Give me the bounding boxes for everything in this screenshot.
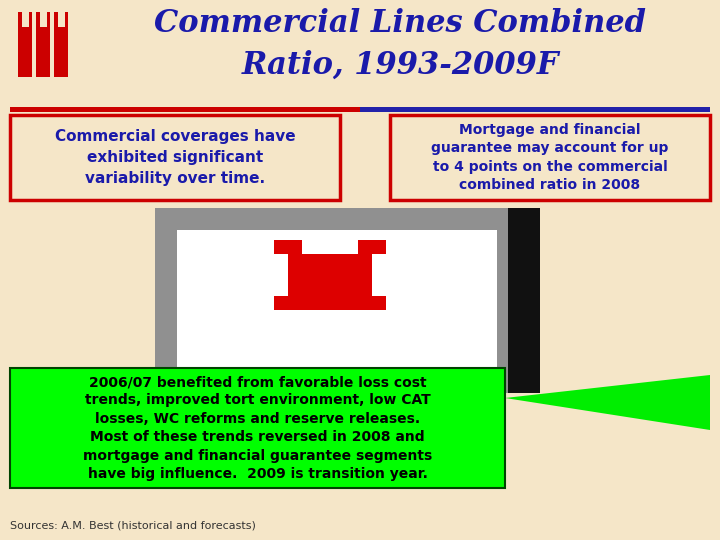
Bar — [360, 107, 710, 112]
Bar — [54, 12, 68, 77]
Bar — [302, 296, 358, 310]
Bar — [358, 296, 386, 310]
Bar — [288, 254, 302, 268]
Bar — [302, 282, 316, 296]
Text: Commercial coverages have
exhibited significant
variability over time.: Commercial coverages have exhibited sign… — [55, 129, 295, 186]
Bar — [316, 254, 344, 268]
Bar — [302, 254, 316, 268]
Bar — [18, 12, 32, 77]
Bar — [358, 282, 372, 296]
Bar — [10, 107, 360, 112]
Text: Sources: A.M. Best (historical and forecasts): Sources: A.M. Best (historical and forec… — [10, 520, 256, 530]
Bar — [344, 254, 358, 268]
Bar — [358, 240, 386, 254]
Bar — [58, 12, 65, 27]
Text: Commercial Lines Combined: Commercial Lines Combined — [154, 8, 646, 39]
FancyBboxPatch shape — [390, 115, 710, 200]
Text: Ratio, 1993-2009F: Ratio, 1993-2009F — [241, 50, 559, 81]
Bar — [177, 230, 497, 371]
Text: 2006/07 benefited from favorable loss cost
trends, improved tort environment, lo: 2006/07 benefited from favorable loss co… — [83, 375, 432, 481]
Bar — [358, 254, 372, 268]
Bar — [274, 296, 302, 310]
FancyBboxPatch shape — [10, 115, 340, 200]
Bar — [36, 12, 50, 77]
Bar — [22, 12, 29, 27]
Bar — [155, 208, 540, 393]
Bar — [10, 368, 505, 488]
Bar — [40, 12, 47, 27]
Bar — [508, 208, 540, 393]
Bar — [316, 282, 344, 296]
Text: Mortgage and financial
guarantee may account for up
to 4 points on the commercia: Mortgage and financial guarantee may acc… — [431, 123, 669, 192]
Polygon shape — [505, 375, 710, 430]
Bar — [274, 240, 302, 254]
Bar — [344, 282, 358, 296]
Bar — [288, 268, 372, 282]
Bar — [288, 282, 302, 296]
